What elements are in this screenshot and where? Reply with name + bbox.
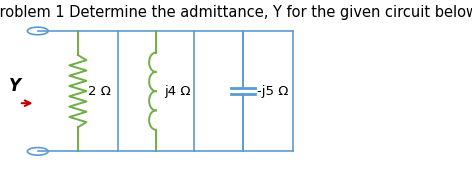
Text: 2 Ω: 2 Ω <box>88 85 111 98</box>
Text: Y: Y <box>9 77 21 95</box>
Text: Problem 1 Determine the admittance, Y for the given circuit below.: Problem 1 Determine the admittance, Y fo… <box>0 5 472 20</box>
Text: j4 Ω: j4 Ω <box>164 85 191 98</box>
Text: -j5 Ω: -j5 Ω <box>257 85 288 98</box>
